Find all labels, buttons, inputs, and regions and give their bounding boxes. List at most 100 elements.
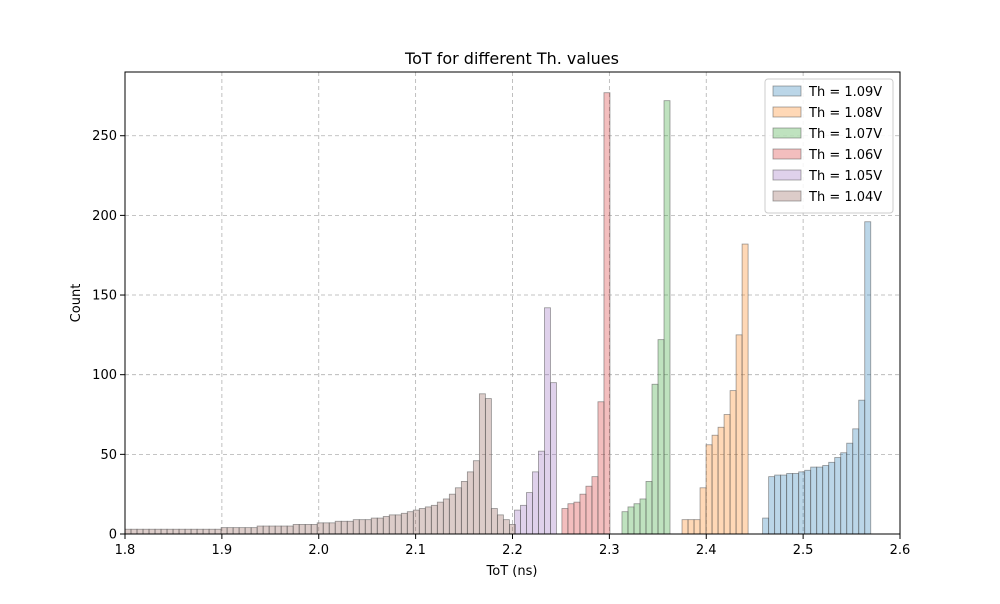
histogram-bar	[436, 501, 444, 535]
histogram-bar	[687, 519, 695, 535]
legend-label: Th = 1.05V	[808, 169, 882, 184]
histogram-bar	[448, 493, 456, 535]
histogram-bar	[370, 517, 378, 535]
histogram-bar	[148, 528, 156, 535]
histogram-bar	[711, 434, 719, 535]
x-tick-label: 2.3	[599, 543, 620, 558]
legend-swatch	[772, 106, 802, 118]
histogram-bar	[466, 471, 474, 535]
histogram-bar	[840, 452, 848, 535]
legend-swatch	[772, 85, 802, 97]
histogram-bar	[424, 506, 432, 535]
legend-swatch	[772, 127, 802, 139]
y-axis-label: Count	[69, 284, 84, 323]
y-axis-ticks: 0 50 100 150 200 250	[92, 129, 125, 543]
histogram-bar	[699, 487, 707, 535]
x-tick-label: 2.6	[890, 543, 911, 558]
histogram-bar	[256, 525, 264, 535]
histogram-bar	[316, 522, 324, 535]
histogram-bar	[508, 524, 516, 535]
histogram-bar	[798, 471, 806, 535]
x-axis-label: ToT (ns)	[486, 564, 538, 579]
histogram-bar	[780, 474, 788, 535]
histogram-bar	[822, 465, 830, 535]
histogram-bar	[621, 511, 629, 535]
histogram-bar	[502, 519, 510, 535]
x-tick-label: 2.5	[793, 543, 814, 558]
histogram-bar	[768, 476, 776, 535]
x-tick-label: 2.0	[308, 543, 329, 558]
histogram-bar	[490, 508, 498, 535]
histogram-bar	[400, 512, 408, 535]
histogram-bar	[460, 481, 468, 535]
legend-label: Th = 1.06V	[808, 148, 882, 163]
histogram-bar	[810, 466, 818, 535]
y-tick-label: 50	[100, 448, 117, 463]
legend-label: Th = 1.09V	[808, 85, 882, 100]
histogram-bar	[364, 519, 372, 535]
histogram-bar	[645, 481, 653, 535]
series-2	[681, 243, 749, 535]
histogram-bar	[262, 525, 270, 535]
histogram-bar	[723, 414, 731, 535]
legend-label: Th = 1.07V	[808, 127, 882, 142]
histogram-bar	[484, 398, 492, 535]
histogram-bar	[472, 460, 480, 535]
y-tick-label: 150	[92, 289, 117, 304]
x-tick-label: 2.1	[405, 543, 426, 558]
histogram-bar	[346, 520, 354, 535]
histogram-bar	[322, 522, 330, 535]
x-tick-label: 2.4	[696, 543, 717, 558]
histogram-bar	[286, 525, 294, 535]
histogram-bar	[792, 473, 800, 535]
histogram-bar	[735, 334, 743, 535]
y-tick-label: 250	[92, 129, 117, 144]
legend-label: Th = 1.04V	[808, 190, 882, 205]
histogram-bar	[657, 339, 665, 535]
histogram-bar	[858, 399, 866, 535]
histogram-bar	[681, 519, 689, 535]
histogram-bar	[828, 461, 836, 535]
histogram-bar	[864, 221, 872, 535]
histogram-bar	[292, 524, 300, 535]
x-tick-label: 1.8	[115, 543, 136, 558]
histogram-bar	[852, 428, 860, 535]
histogram-bar	[196, 528, 204, 535]
histogram-bar	[340, 520, 348, 535]
histogram-bar	[406, 511, 414, 535]
histogram-bar	[280, 525, 288, 535]
histogram-bar	[166, 528, 174, 535]
legend-swatch	[772, 190, 802, 202]
histogram-bar	[834, 457, 842, 535]
histogram-bar	[741, 243, 749, 535]
histogram-bar	[244, 527, 252, 535]
histogram-bar	[816, 466, 824, 535]
histogram-bar	[298, 524, 306, 535]
histogram-bar	[520, 504, 527, 535]
histogram-bar	[142, 528, 150, 535]
histogram-bar	[130, 528, 138, 535]
legend: Th = 1.09V Th = 1.08V Th = 1.07V Th = 1.06V…	[764, 78, 894, 214]
histogram-bar	[268, 525, 276, 535]
histogram-bar	[250, 527, 258, 535]
histogram-bar	[544, 307, 551, 535]
histogram-bar	[220, 527, 228, 535]
histogram-bar	[184, 528, 192, 535]
histogram-bar	[567, 503, 575, 535]
histogram-bar	[394, 514, 402, 535]
histogram-bar	[178, 528, 186, 535]
histogram-bar	[627, 506, 635, 535]
histogram-bar	[232, 527, 240, 535]
histogram-bar	[376, 517, 384, 535]
histogram-bar	[526, 492, 533, 535]
histogram-bar	[786, 473, 794, 535]
histogram-bar	[550, 382, 557, 535]
x-axis-ticks: 1.8 1.9 2.0 2.1 2.2 2.3 2.4 2.5 2.6	[115, 534, 911, 558]
histogram-bar	[190, 528, 198, 535]
histogram-bar	[274, 525, 282, 535]
legend-label: Th = 1.08V	[808, 106, 882, 121]
histogram-bar	[651, 383, 659, 535]
histogram-bar	[154, 528, 162, 535]
series-4	[561, 92, 611, 535]
